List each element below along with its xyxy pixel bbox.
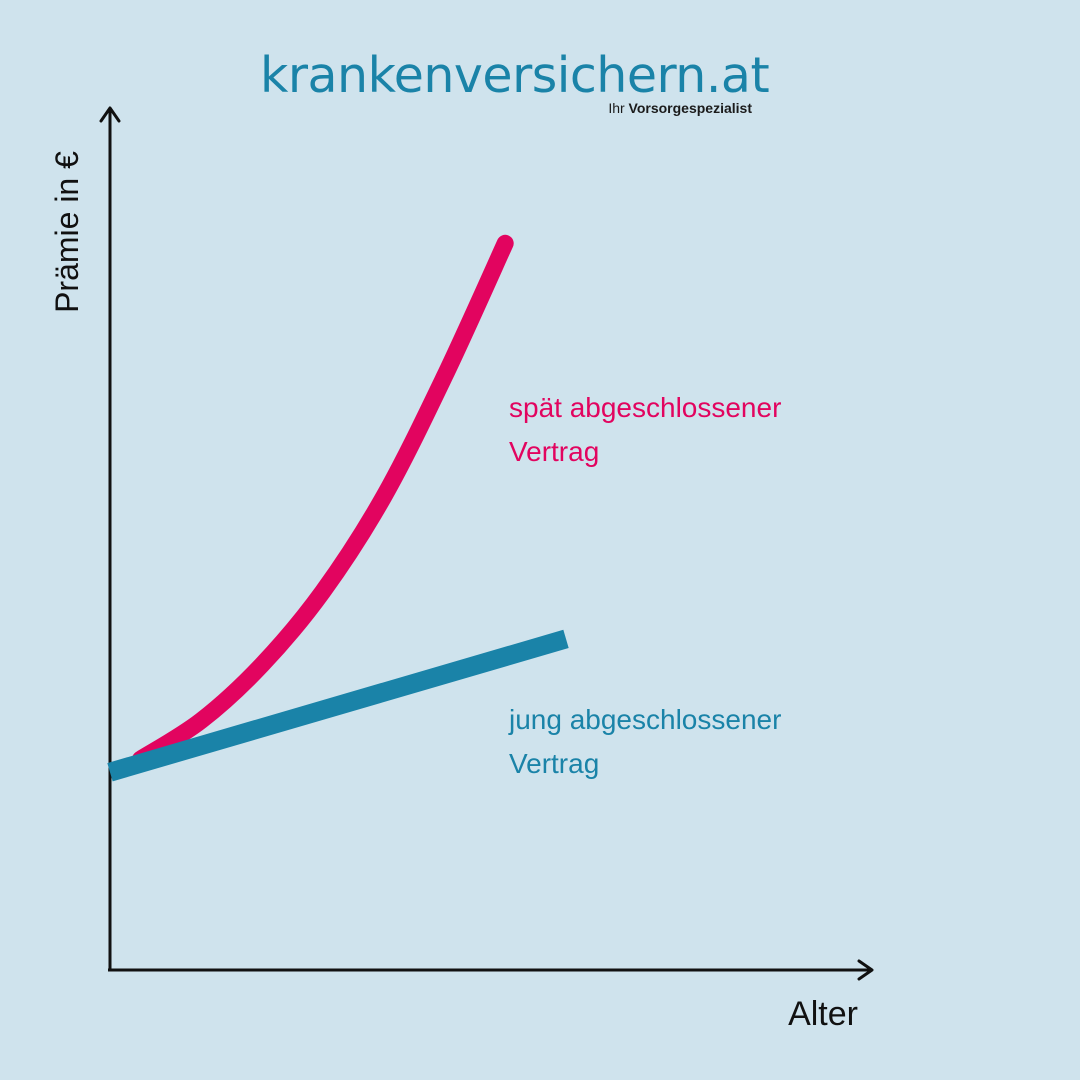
series-young-contract-line: [107, 629, 569, 782]
brand-logo: krankenversichern.at Ihr Vorsorgespezial…: [260, 46, 770, 116]
series-young-contract-label-line-2: Vertrag: [509, 748, 599, 779]
series-late-contract-label-line-1: spät abgeschlossener: [509, 392, 781, 423]
y-axis: [99, 106, 121, 970]
brand-tagline-bold: Vorsorgespezialist: [628, 100, 752, 116]
series-young-contract-label: jung abgeschlossener Vertrag: [508, 704, 789, 779]
x-axis: [108, 959, 874, 981]
y-axis-label: Prämie in €: [49, 151, 85, 313]
series-late-contract-label-line-2: Vertrag: [509, 436, 599, 467]
brand-tagline: Ihr Vorsorgespezialist: [260, 100, 752, 116]
series-late-contract-label: spät abgeschlossener Vertrag: [509, 392, 789, 467]
series-late-contract-line: [131, 234, 514, 768]
x-axis-label: Alter: [788, 995, 858, 1033]
series-layer: [107, 234, 569, 782]
brand-tagline-prefix: Ihr: [608, 100, 625, 116]
brand-name: krankenversichern.at: [260, 47, 770, 104]
y-axis-arrow-icon: [99, 106, 121, 123]
x-axis-arrow-icon: [857, 959, 874, 981]
series-young-contract-label-line-1: jung abgeschlossener: [508, 704, 781, 735]
